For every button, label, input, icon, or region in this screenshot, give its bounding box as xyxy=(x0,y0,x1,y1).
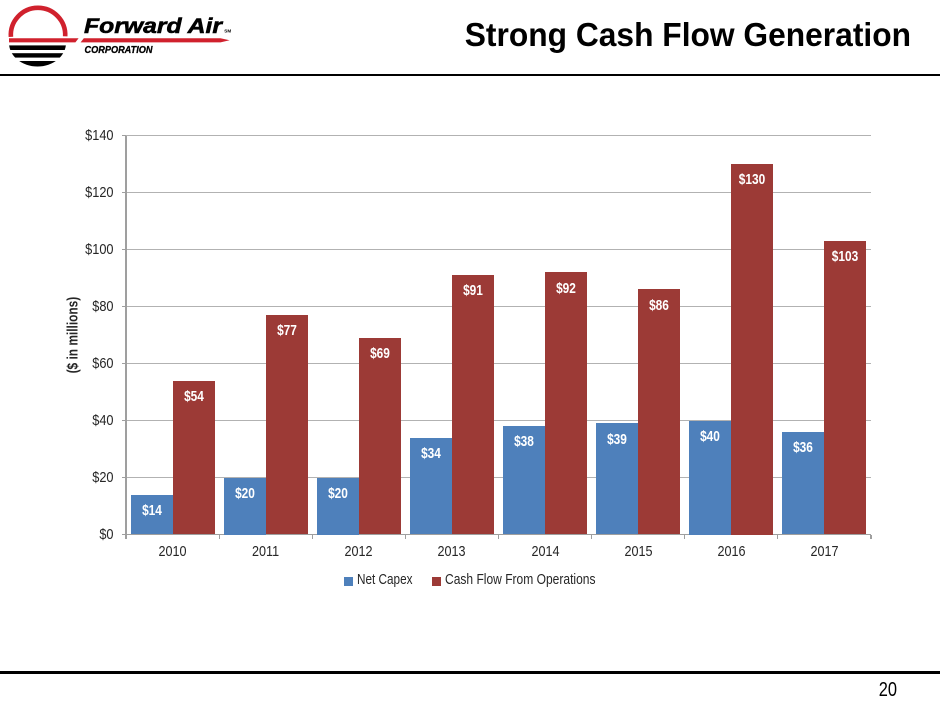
svg-text:Forward Air: Forward Air xyxy=(84,15,224,38)
svg-text:CORPORATION: CORPORATION xyxy=(85,44,153,56)
svg-text:SM: SM xyxy=(224,29,231,34)
